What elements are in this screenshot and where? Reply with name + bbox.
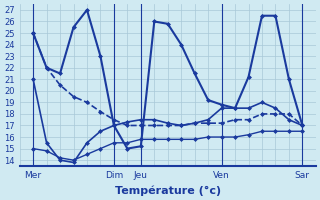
- X-axis label: Température (°c): Température (°c): [115, 185, 221, 196]
